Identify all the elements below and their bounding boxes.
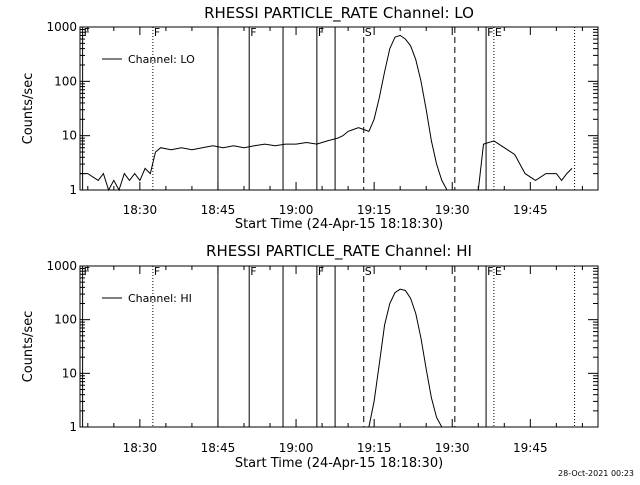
x-tick-label: 19:30	[435, 203, 470, 217]
event-marker-label: F	[250, 26, 256, 39]
plot-frame	[79, 26, 599, 191]
x-tick-label: 19:00	[279, 203, 314, 217]
legend-label: Channel: LO	[128, 53, 195, 66]
legend-label: Channel: HI	[128, 292, 192, 305]
event-marker-label: F	[84, 265, 90, 278]
event-marker-label: S	[365, 265, 372, 278]
x-tick-label: 19:00	[279, 441, 314, 455]
y-tick-label: 100	[54, 74, 77, 88]
event-marker-label: F	[487, 26, 493, 39]
event-marker-label: F	[250, 265, 256, 278]
y-tick-label: 1000	[46, 259, 77, 273]
event-marker-label: F	[318, 265, 324, 278]
x-tick-label: 19:15	[357, 441, 392, 455]
y-tick-label: 1	[69, 183, 77, 197]
x-tick-label: 19:45	[513, 203, 548, 217]
event-marker-label: F	[318, 26, 324, 39]
chart-panel-1: RHESSI PARTICLE_RATE Channel: LO 1 10 100 10…	[21, 4, 599, 232]
x-tick-label: 18:45	[201, 441, 236, 455]
x-tick-label: 18:30	[123, 441, 158, 455]
footer-timestamp: 28-Oct-2021 00:23	[558, 469, 634, 478]
event-marker-label: F	[84, 26, 90, 39]
x-axis-label: Start Time (24-Apr-15 18:18:30)	[235, 456, 443, 471]
y-axis-label: Counts/sec	[21, 311, 36, 383]
chart-title: RHESSI PARTICLE_RATE Channel: LO	[204, 4, 474, 23]
y-tick-label: 10	[62, 129, 77, 143]
y-axis-label: Counts/sec	[21, 73, 36, 145]
data-series-line	[80, 34, 573, 192]
data-series-line	[368, 288, 443, 428]
event-marker-label: F	[487, 265, 493, 278]
x-tick-label: 18:45	[201, 203, 236, 217]
legend: Channel: LO	[102, 53, 195, 66]
event-marker-label: E	[495, 265, 502, 278]
y-tick-label: 10	[62, 366, 77, 380]
legend: Channel: HI	[102, 292, 192, 305]
x-tick-label: 19:45	[513, 441, 548, 455]
event-marker-label: F	[154, 265, 160, 278]
chart-panel-2: RHESSI PARTICLE_RATE Channel: HI 1 10 100 10…	[21, 242, 599, 471]
x-tick-label: 18:30	[123, 203, 158, 217]
y-tick-label: 100	[54, 313, 77, 327]
y-tick-label: 1	[69, 420, 77, 434]
y-tick-label: 1000	[46, 20, 77, 34]
x-tick-label: 19:15	[357, 203, 392, 217]
chart-title: RHESSI PARTICLE_RATE Channel: HI	[206, 242, 472, 261]
x-axis-label: Start Time (24-Apr-15 18:18:30)	[235, 217, 443, 232]
x-tick-label: 19:30	[435, 441, 470, 455]
event-marker-label: E	[495, 26, 502, 39]
event-marker-label: F	[154, 26, 160, 39]
event-marker-label: S	[365, 26, 372, 39]
plot-frame	[79, 265, 599, 428]
